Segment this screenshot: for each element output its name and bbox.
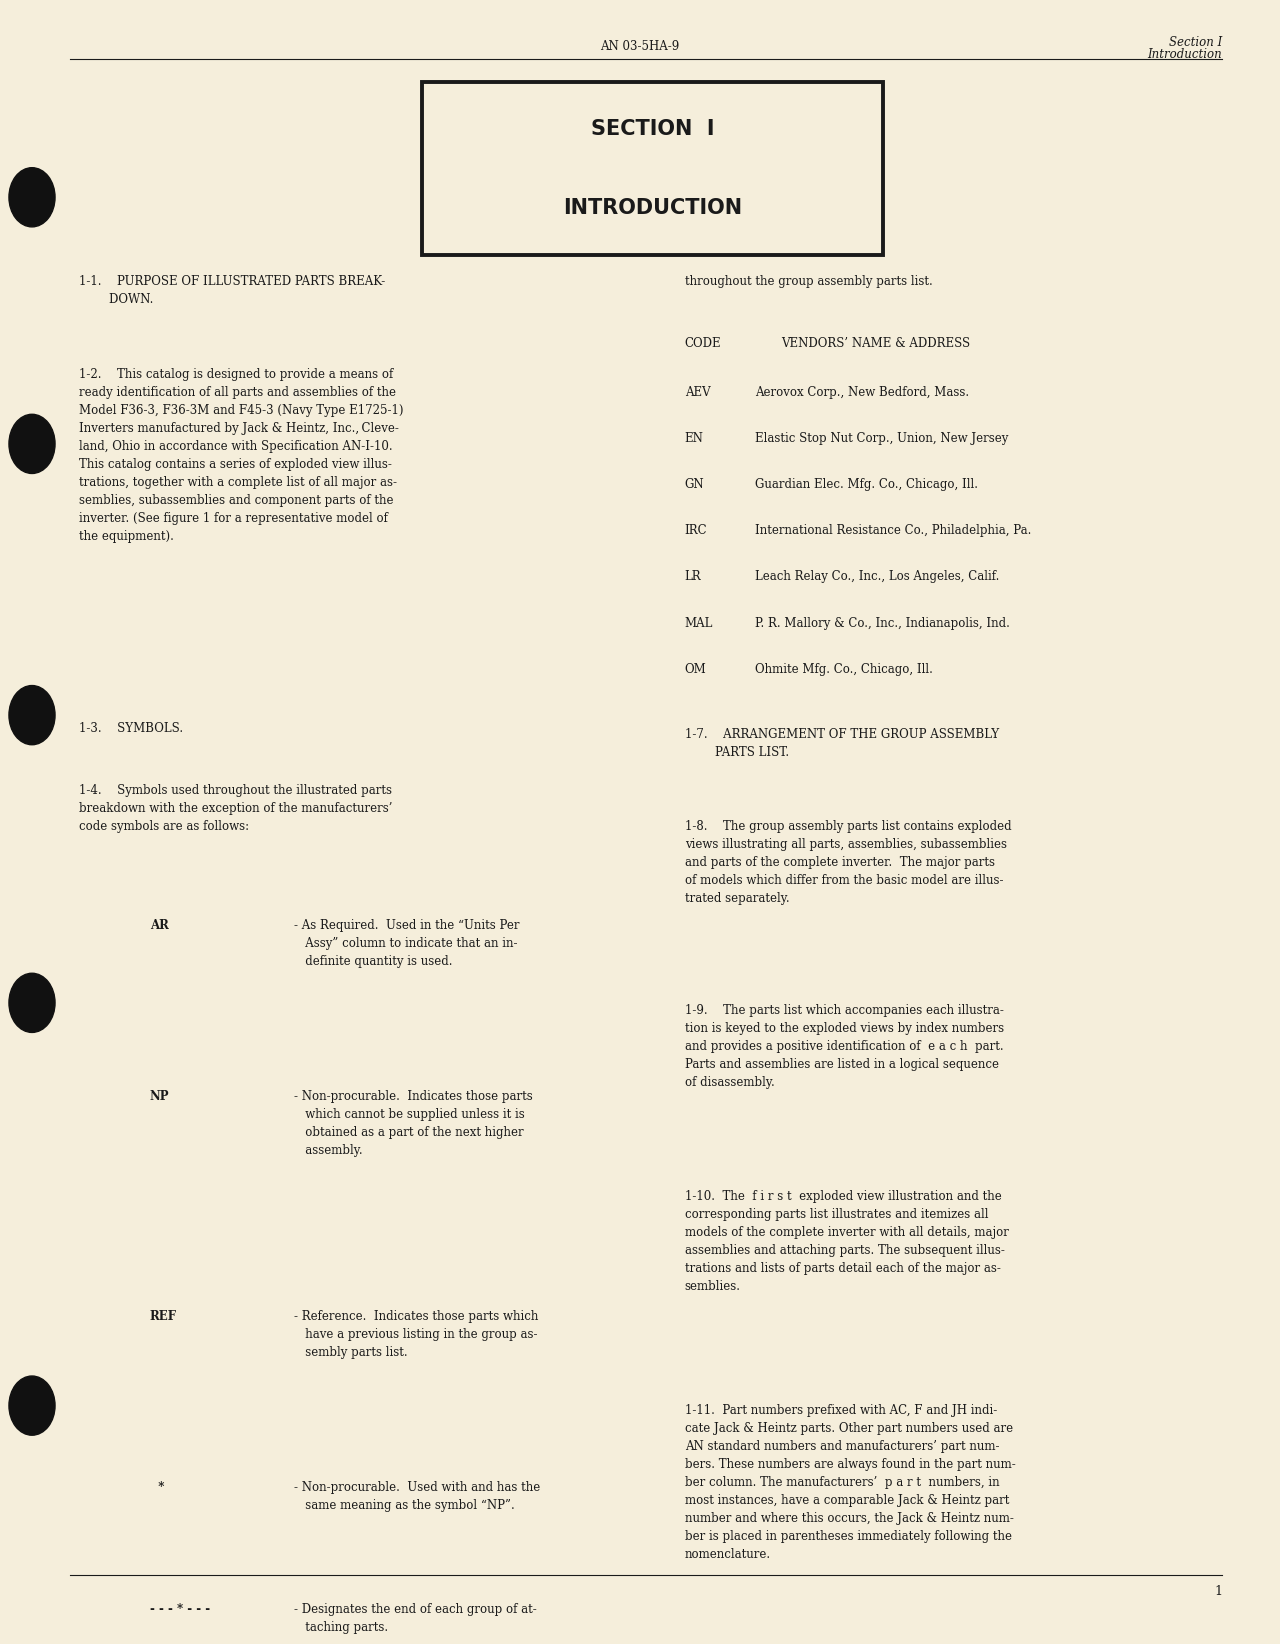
Text: GN: GN [685, 478, 704, 492]
Text: EN: EN [685, 432, 704, 446]
Text: REF: REF [150, 1310, 177, 1323]
Text: CODE: CODE [685, 337, 722, 350]
Text: MAL: MAL [685, 616, 713, 630]
Text: AN 03-5HA-9: AN 03-5HA-9 [600, 41, 680, 53]
Text: - Designates the end of each group of at-
   taching parts.: - Designates the end of each group of at… [294, 1603, 538, 1634]
Text: SECTION  I: SECTION I [591, 118, 714, 138]
Text: 1-4.  Symbols used throughout the illustrated parts
breakdown with the exception: 1-4. Symbols used throughout the illustr… [79, 784, 393, 834]
Text: Section I: Section I [1169, 36, 1222, 49]
Text: 1-11.  Part numbers prefixed with AC, F and JH indi-
cate Jack & Heintz parts. O: 1-11. Part numbers prefixed with AC, F a… [685, 1404, 1015, 1560]
Text: 1-10.  The  f i r s t  exploded view illustration and the
corresponding parts li: 1-10. The f i r s t exploded view illust… [685, 1190, 1009, 1294]
Text: *: * [150, 1481, 164, 1494]
Text: Guardian Elec. Mfg. Co., Chicago, Ill.: Guardian Elec. Mfg. Co., Chicago, Ill. [755, 478, 978, 492]
Text: - Non-procurable.  Indicates those parts
   which cannot be supplied unless it i: - Non-procurable. Indicates those parts … [294, 1090, 534, 1157]
Text: - As Required.  Used in the “Units Per
   Assy” column to indicate that an in-
 : - As Required. Used in the “Units Per As… [294, 919, 520, 968]
Text: Introduction: Introduction [1148, 48, 1222, 61]
Text: 1-3.  SYMBOLS.: 1-3. SYMBOLS. [79, 722, 183, 735]
Text: 1-7.  ARRANGEMENT OF THE GROUP ASSEMBLY
        PARTS LIST.: 1-7. ARRANGEMENT OF THE GROUP ASSEMBLY P… [685, 728, 998, 760]
Text: Aerovox Corp., New Bedford, Mass.: Aerovox Corp., New Bedford, Mass. [755, 386, 969, 399]
Text: OM: OM [685, 663, 707, 676]
Text: Ohmite Mfg. Co., Chicago, Ill.: Ohmite Mfg. Co., Chicago, Ill. [755, 663, 933, 676]
Text: Leach Relay Co., Inc., Los Angeles, Calif.: Leach Relay Co., Inc., Los Angeles, Cali… [755, 570, 1000, 584]
Circle shape [9, 973, 55, 1032]
Text: 1-1.  PURPOSE OF ILLUSTRATED PARTS BREAK-
        DOWN.: 1-1. PURPOSE OF ILLUSTRATED PARTS BREAK-… [79, 275, 385, 306]
Text: IRC: IRC [685, 524, 708, 538]
Text: INTRODUCTION: INTRODUCTION [563, 199, 742, 219]
Text: - Non-procurable.  Used with and has the
   same meaning as the symbol “NP”.: - Non-procurable. Used with and has the … [294, 1481, 540, 1512]
Text: Elastic Stop Nut Corp., Union, New Jersey: Elastic Stop Nut Corp., Union, New Jerse… [755, 432, 1009, 446]
Text: AR: AR [150, 919, 169, 932]
Text: AEV: AEV [685, 386, 710, 399]
Text: - - - * - - -: - - - * - - - [150, 1603, 210, 1616]
Text: 1-8.  The group assembly parts list contains exploded
views illustrating all par: 1-8. The group assembly parts list conta… [685, 820, 1011, 906]
Text: VENDORS’ NAME & ADDRESS: VENDORS’ NAME & ADDRESS [781, 337, 970, 350]
Circle shape [9, 168, 55, 227]
Text: 1: 1 [1215, 1585, 1222, 1598]
Bar [422, 82, 883, 255]
Text: P. R. Mallory & Co., Inc., Indianapolis, Ind.: P. R. Mallory & Co., Inc., Indianapolis,… [755, 616, 1010, 630]
Text: NP: NP [150, 1090, 169, 1103]
Circle shape [9, 414, 55, 473]
Circle shape [9, 1376, 55, 1435]
Circle shape [9, 686, 55, 745]
Text: International Resistance Co., Philadelphia, Pa.: International Resistance Co., Philadelph… [755, 524, 1032, 538]
Text: 1-9.  The parts list which accompanies each illustra-
tion is keyed to the explo: 1-9. The parts list which accompanies ea… [685, 1004, 1004, 1090]
Text: throughout the group assembly parts list.: throughout the group assembly parts list… [685, 275, 933, 288]
Text: - Reference.  Indicates those parts which
   have a previous listing in the grou: - Reference. Indicates those parts which… [294, 1310, 539, 1360]
Text: 1-2.  This catalog is designed to provide a means of
ready identification of all: 1-2. This catalog is designed to provide… [79, 368, 404, 543]
Text: LR: LR [685, 570, 701, 584]
